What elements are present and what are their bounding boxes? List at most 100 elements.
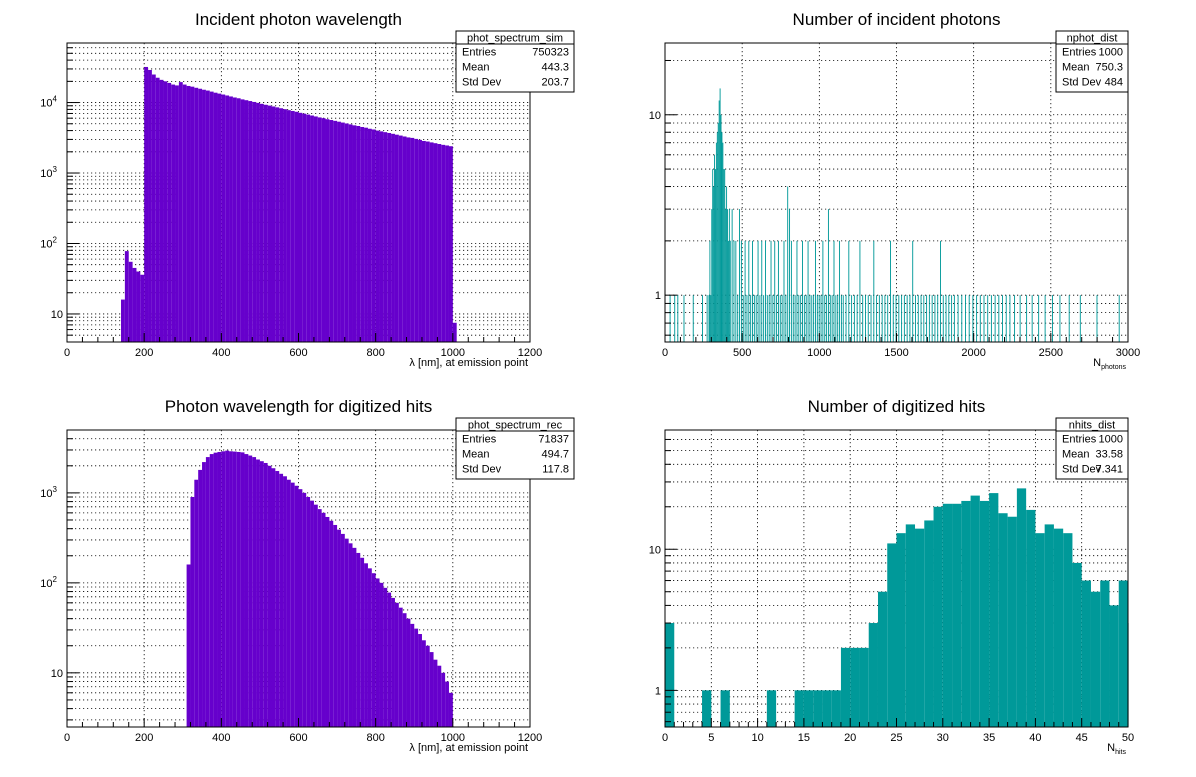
histogram-bar	[826, 295, 828, 342]
histogram-bar	[716, 132, 718, 342]
x-tick-label: 40	[1029, 732, 1041, 744]
histogram-bar	[706, 295, 708, 342]
x-tick-label: 10	[751, 732, 763, 744]
histogram-bar	[348, 543, 353, 727]
histogram-bar	[263, 104, 268, 342]
histogram-bar	[887, 543, 897, 727]
histogram-bar	[167, 82, 172, 343]
histogram-bar	[833, 240, 835, 342]
histogram-bar	[772, 295, 774, 342]
histogram-bar	[669, 295, 671, 342]
histogram-bar	[240, 452, 245, 727]
histogram-bar	[321, 512, 326, 727]
x-tick-label: 50	[1122, 732, 1134, 744]
y-tick-label: 103	[40, 165, 57, 180]
histogram-bar	[829, 295, 831, 342]
histogram-bar	[809, 295, 811, 342]
stats-row-value: 750.3	[1095, 62, 1123, 74]
stats-box: nhits_dist Entries 1000 Mean 33.58 Std Dev7.3…	[1055, 417, 1129, 480]
histogram-bar	[1118, 580, 1128, 727]
histogram-bar	[286, 479, 291, 727]
histogram-bar	[163, 81, 168, 342]
histogram-bar	[976, 295, 978, 342]
histogram-bar	[803, 295, 805, 342]
stats-box-frame	[455, 30, 575, 93]
histogram-bar	[945, 295, 947, 342]
stats-row-value: 7.341	[1095, 464, 1123, 476]
x-tick-label: 1000	[807, 347, 831, 359]
histogram-bar	[294, 111, 299, 342]
histogram-bar	[972, 295, 974, 342]
histogram-bar	[252, 101, 257, 342]
histogram-bar	[856, 295, 858, 342]
histogram-bar	[132, 267, 137, 342]
histogram-bar	[887, 295, 889, 342]
histogram-bar	[283, 109, 287, 342]
histogram-bar	[213, 452, 218, 727]
histogram-bar	[989, 493, 999, 727]
histogram-bar	[839, 240, 841, 342]
histogram-bar	[267, 465, 272, 727]
histogram-bar	[178, 82, 183, 343]
histogram-bar	[800, 295, 802, 342]
histogram-bar	[794, 295, 796, 342]
histogram-bar	[923, 295, 925, 342]
histogram-bar	[406, 618, 411, 727]
x-tick-label: 30	[937, 732, 949, 744]
histogram-bar	[796, 240, 798, 342]
x-tick-label: 0	[64, 732, 70, 744]
histogram-bar	[429, 142, 434, 342]
x-tick-label: 500	[733, 347, 751, 359]
histogram-bar	[709, 240, 711, 342]
histogram-bar	[148, 69, 152, 342]
histogram-bar	[765, 240, 766, 342]
histogram-bar	[987, 295, 989, 342]
histogram-bar	[903, 295, 905, 342]
histogram-bar	[418, 139, 422, 342]
stats-row-value: 443.3	[541, 62, 569, 74]
histogram-bar	[729, 240, 731, 342]
y-tick-label: 1	[655, 685, 661, 697]
stats-row-value: 203.7	[541, 77, 569, 89]
histogram-bar	[279, 473, 284, 727]
histogram-bar	[934, 295, 936, 342]
histogram-bar	[1014, 295, 1016, 342]
x-tick-label: 2500	[1039, 347, 1063, 359]
histogram-bar	[931, 295, 933, 342]
histogram-bar	[807, 240, 809, 342]
x-tick-label: 1000	[441, 732, 465, 744]
histogram-bar	[737, 295, 739, 342]
histogram-bar	[124, 251, 129, 342]
histogram-bar	[1019, 295, 1021, 342]
histogram-bar	[722, 142, 724, 342]
x-axis-label: Nhits	[1107, 742, 1126, 756]
x-tick-label: 200	[135, 732, 153, 744]
histogram-bar	[952, 503, 962, 727]
histogram-bar	[940, 240, 941, 342]
histogram-bar	[275, 107, 280, 342]
histogram-bar	[406, 137, 411, 342]
y-tick-label: 10	[51, 309, 63, 321]
histogram-bar	[757, 240, 759, 342]
histogram-bar	[979, 500, 990, 727]
histogram-bar	[901, 295, 903, 342]
x-tick-label: 25	[890, 732, 902, 744]
histogram-bar	[677, 295, 679, 342]
histogram-bar	[831, 295, 833, 342]
stats-box: nphot_dist Entries 1000 Mean 750.3 Std Dev 484	[1055, 30, 1129, 93]
histogram-bar	[813, 690, 823, 727]
x-tick-label: 5	[708, 732, 714, 744]
histogram-bar	[731, 209, 733, 342]
histogram-bar	[798, 295, 800, 342]
histogram-bar	[842, 295, 844, 342]
x-tick-label: 3000	[1116, 347, 1140, 359]
histogram-bar	[877, 591, 888, 727]
stats-row-value: 117.8	[542, 464, 569, 476]
histogram-bar	[236, 98, 241, 342]
histogram-bar	[815, 240, 816, 342]
histogram-bar	[920, 295, 922, 342]
histogram-bar	[452, 322, 457, 342]
histogram-panel-1: Incident photon wavelength 0 200 400 600 800 1…	[40, 10, 575, 369]
